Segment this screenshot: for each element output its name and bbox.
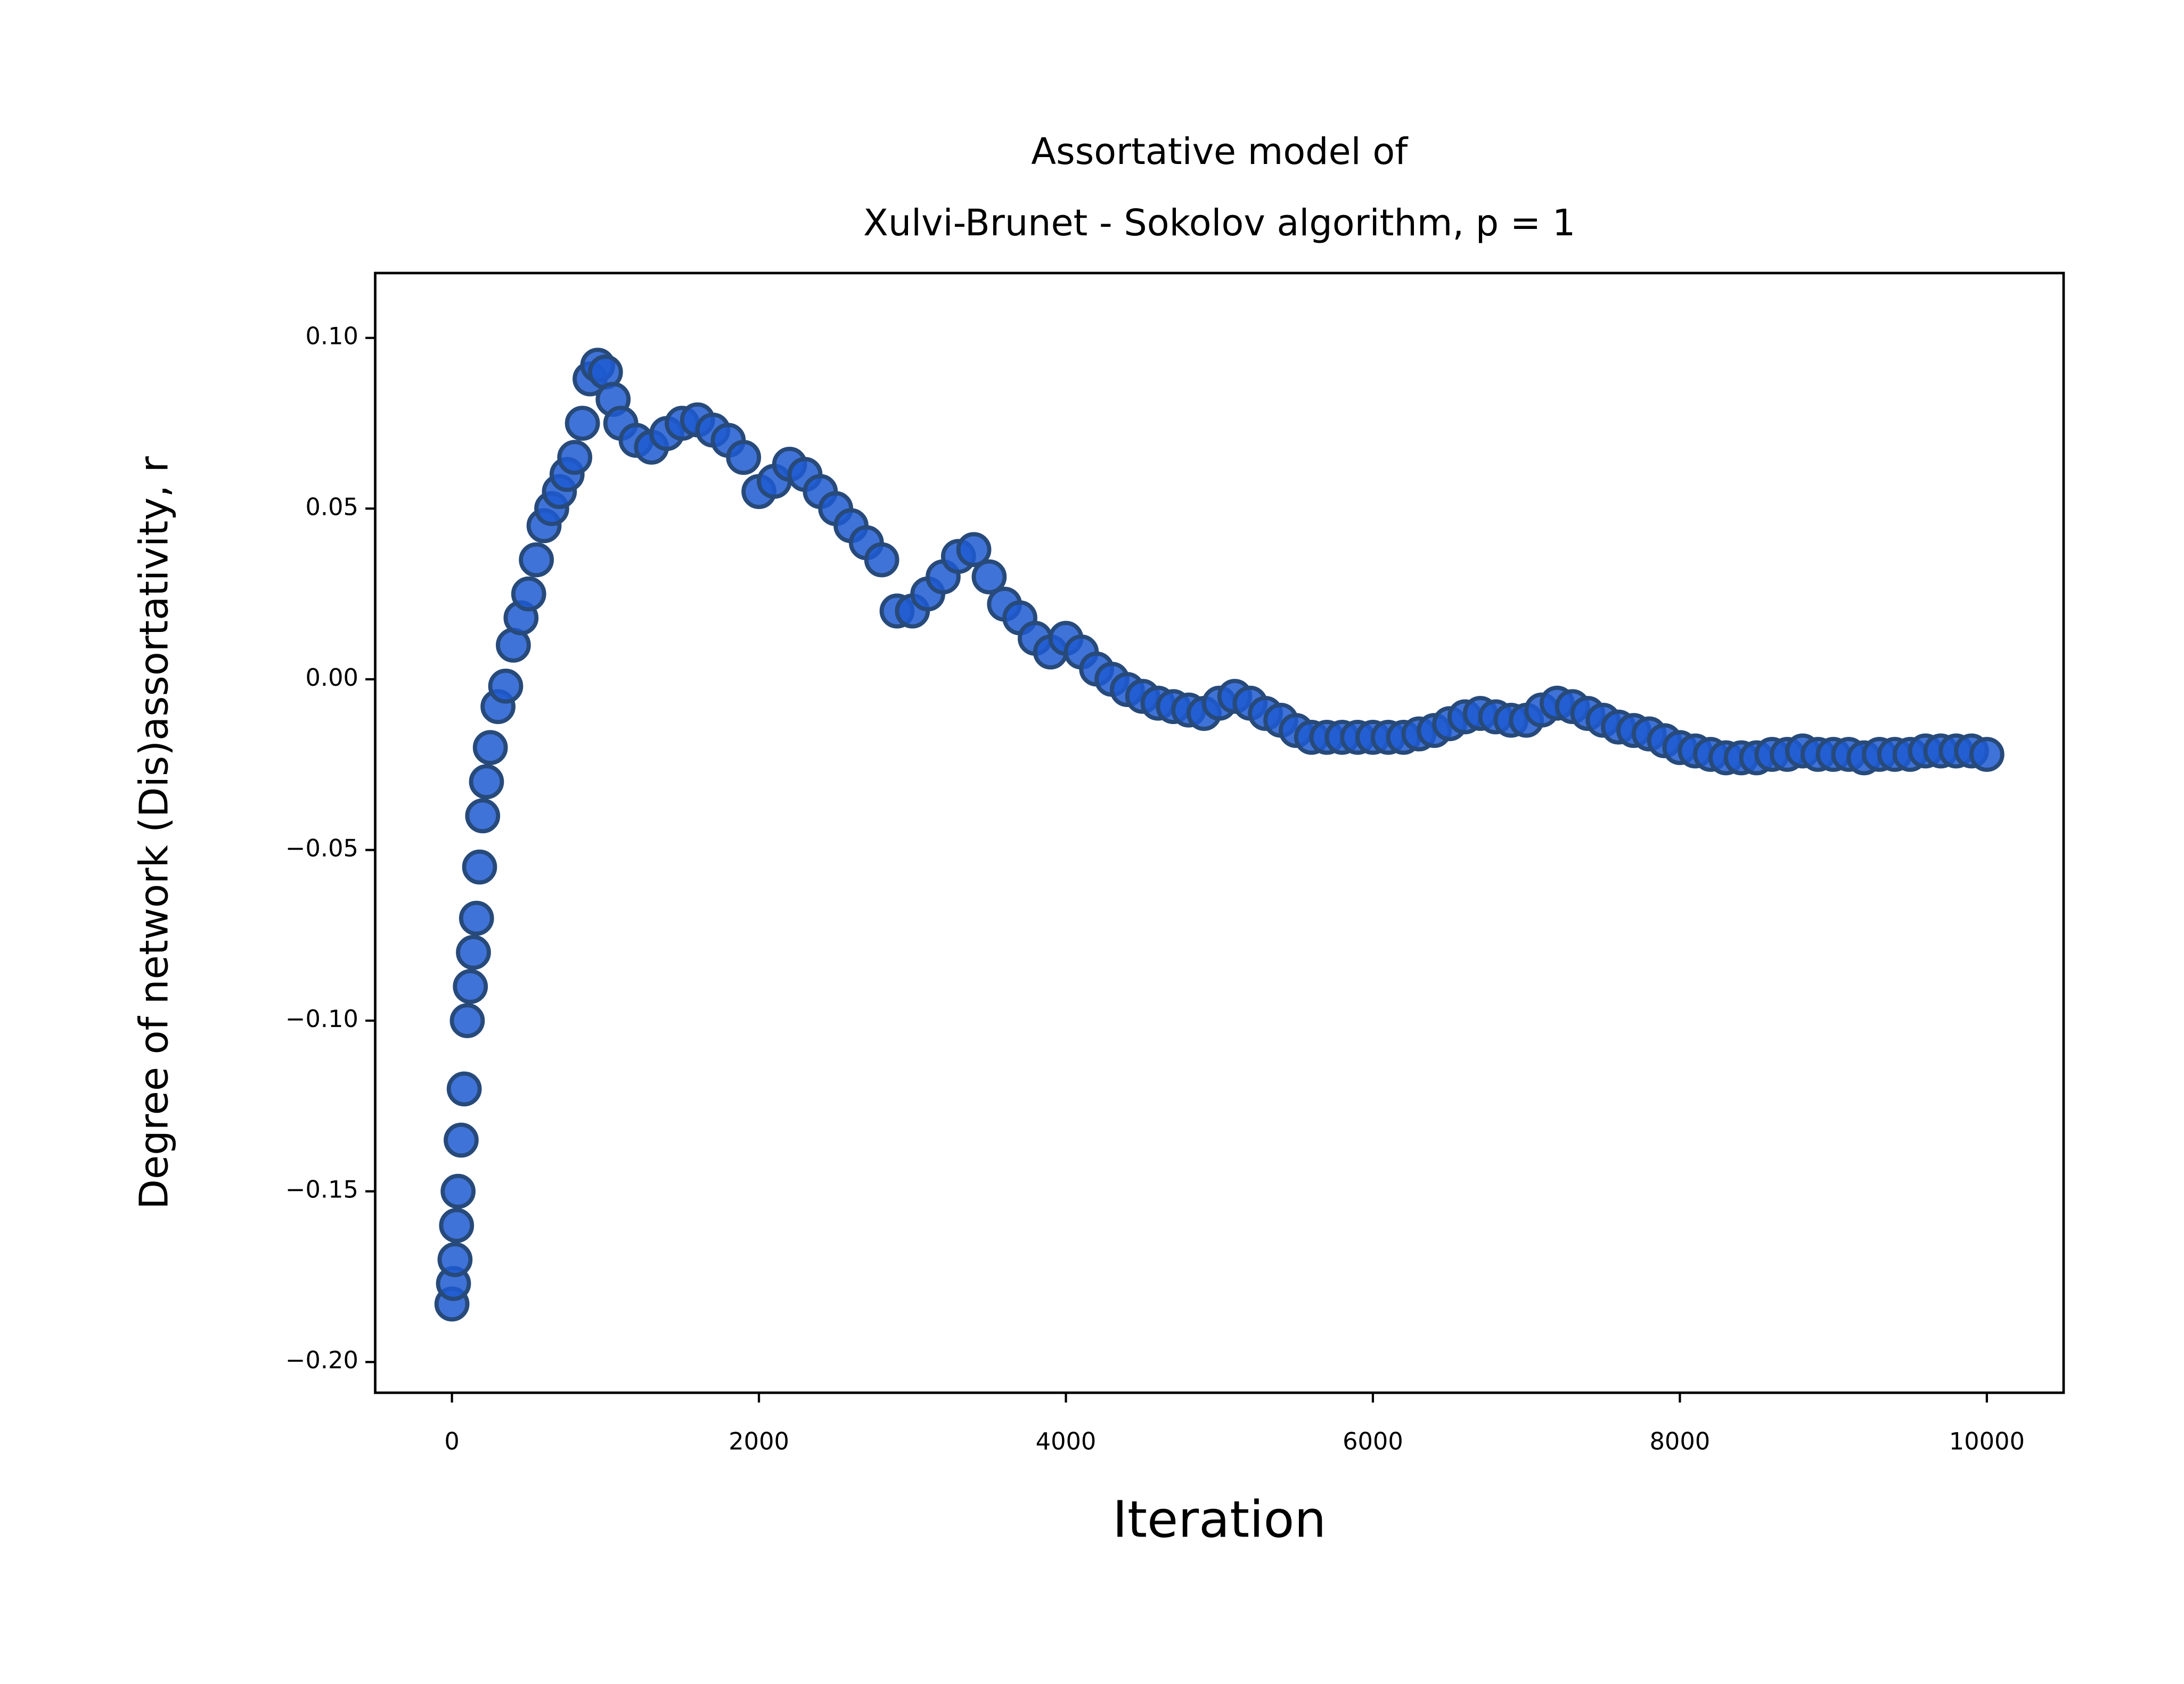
data-point xyxy=(511,576,546,612)
x-tick-label: 4000 xyxy=(1036,1428,1097,1456)
data-point xyxy=(726,440,762,475)
x-axis-label: Iteration xyxy=(1113,1490,1326,1549)
data-point xyxy=(472,730,508,765)
data-point xyxy=(488,668,523,704)
data-point xyxy=(446,1071,482,1107)
y-tick-label: 0.10 xyxy=(305,323,358,350)
y-axis-label: Degree of network (Dis)assortativity, r xyxy=(132,456,177,1209)
plot-frame xyxy=(374,272,2065,1394)
data-point xyxy=(557,440,593,475)
chart-title: Assortative model of xyxy=(1031,131,1409,173)
data-point xyxy=(1969,737,2005,772)
data-point xyxy=(519,542,554,578)
data-point xyxy=(456,934,491,970)
data-point xyxy=(462,849,497,885)
y-tick-label: 0.05 xyxy=(305,493,358,521)
y-tick-label: −0.15 xyxy=(285,1176,358,1204)
x-tick-label: 2000 xyxy=(729,1428,789,1456)
y-tick-label: 0.00 xyxy=(305,664,358,692)
x-tick-label: 0 xyxy=(444,1428,459,1456)
data-point xyxy=(459,900,494,936)
data-point xyxy=(465,798,501,834)
x-tick-label: 8000 xyxy=(1650,1428,1711,1456)
data-point xyxy=(439,1207,475,1243)
x-tick-label: 10000 xyxy=(1949,1428,2025,1456)
data-point xyxy=(437,1242,473,1277)
chart-title: Xulvi-Brunet - Sokolov algorithm, p = 1 xyxy=(863,202,1575,244)
data-point xyxy=(971,559,1007,595)
y-tick-label: −0.10 xyxy=(285,1005,358,1033)
x-tick-label: 6000 xyxy=(1343,1428,1403,1456)
data-point xyxy=(444,1122,479,1158)
data-point xyxy=(956,532,992,568)
data-point xyxy=(440,1173,476,1209)
data-point xyxy=(469,764,504,800)
data-point xyxy=(453,969,488,1004)
y-tick-label: −0.20 xyxy=(285,1346,358,1374)
data-point xyxy=(565,406,600,441)
y-tick-label: −0.05 xyxy=(285,834,358,862)
data-point xyxy=(864,542,899,578)
data-point xyxy=(449,1003,485,1038)
